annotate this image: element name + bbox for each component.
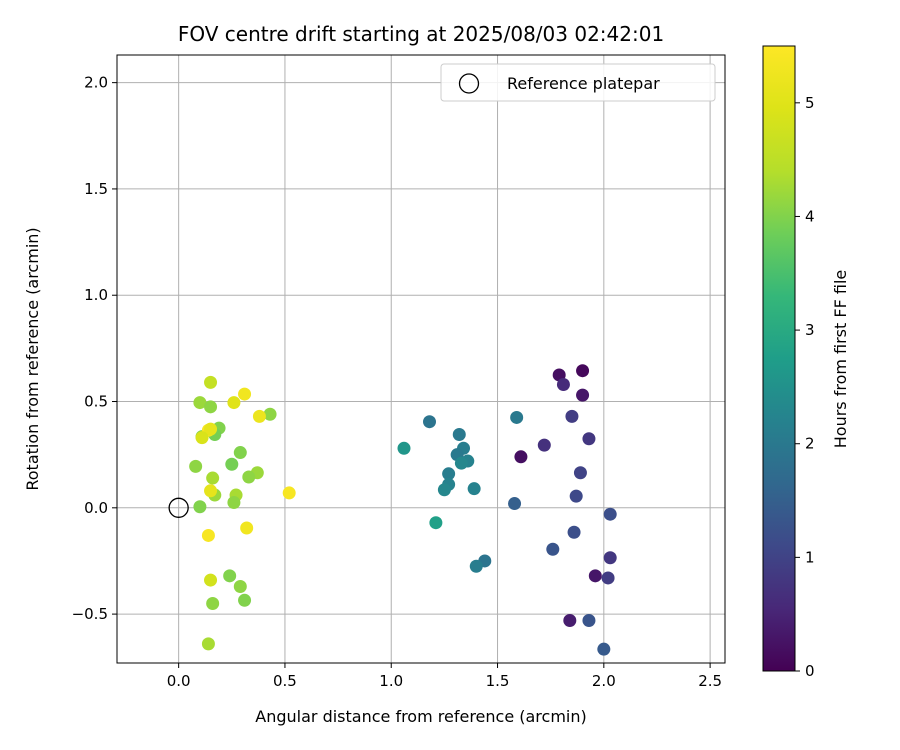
data-point: [582, 613, 596, 627]
data-point: [546, 542, 560, 556]
plot-frame: [116, 54, 726, 664]
data-point: [508, 497, 522, 511]
x-tick-label: 2.5: [698, 672, 722, 690]
data-point: [204, 573, 218, 587]
data-point: [573, 466, 587, 480]
data-point: [597, 642, 611, 656]
reference-platepar-marker: [168, 497, 189, 518]
data-point: [565, 409, 579, 423]
data-point: [204, 375, 218, 389]
legend-marker-icon: [458, 73, 480, 94]
data-point: [282, 486, 296, 500]
data-point: [569, 489, 583, 503]
colorbar-title: Hours from first FF file: [831, 270, 850, 449]
data-point: [201, 637, 215, 651]
y-axis-title: Rotation from reference (arcmin): [23, 227, 42, 490]
data-point: [567, 525, 581, 539]
scatter-points: [189, 364, 617, 656]
legend: Reference platepar: [440, 63, 716, 102]
data-point: [537, 438, 551, 452]
data-point: [206, 596, 220, 610]
data-point: [233, 446, 247, 460]
data-point: [201, 528, 215, 542]
colorbar-gradient: [762, 45, 796, 672]
data-point: [442, 467, 456, 481]
data-point: [227, 495, 241, 509]
colorbar-tick-label: 2: [805, 435, 815, 453]
x-tick-label: 1.0: [379, 672, 403, 690]
data-point: [588, 569, 602, 583]
x-axis-ticks: 0.0 0.5 1.0 1.5 2.0 2.5: [167, 663, 722, 690]
y-tick-label: −0.5: [72, 605, 108, 623]
data-point: [240, 521, 254, 535]
legend-box: [440, 63, 716, 102]
colorbar-tick-label: 0: [805, 662, 815, 680]
chart-title: FOV centre drift starting at 2025/08/03 …: [178, 22, 664, 46]
data-point: [223, 569, 237, 583]
data-point: [514, 450, 528, 464]
x-axis-title: Angular distance from reference (arcmin): [255, 707, 586, 726]
data-point: [429, 516, 443, 530]
data-point: [510, 410, 524, 424]
data-point: [204, 484, 218, 498]
data-point: [467, 482, 481, 496]
data-point: [423, 415, 437, 429]
data-point: [397, 441, 411, 455]
data-point: [576, 364, 590, 378]
x-tick-label: 0.0: [167, 672, 191, 690]
colorbar-tick-label: 3: [805, 321, 815, 339]
data-point: [238, 593, 252, 607]
y-tick-label: 0.5: [84, 393, 108, 411]
plot-background: [117, 55, 725, 663]
data-point: [452, 427, 466, 441]
data-point: [252, 409, 266, 423]
y-tick-label: 2.0: [84, 74, 108, 92]
y-tick-label: 0.0: [84, 499, 108, 517]
legend-entry-label: Reference platepar: [507, 74, 660, 93]
data-point: [437, 483, 451, 497]
data-point: [204, 400, 218, 414]
colorbar-tick-label: 1: [805, 548, 815, 566]
data-point: [193, 500, 207, 514]
colorbar-ticks: 0 1 2 3 4 5: [795, 94, 815, 680]
plot-area: 0.0 0.5 1.0 1.5 2.0 2.5 −0.5 0.0 0.5 1.0 1.5 2.0: [72, 54, 726, 690]
data-point: [225, 457, 239, 471]
x-tick-label: 1.5: [486, 672, 510, 690]
colorbar-tick-label: 4: [805, 207, 815, 225]
data-point: [603, 507, 617, 521]
data-point: [193, 396, 207, 410]
data-point: [582, 432, 596, 446]
colorbar-tick-label: 5: [805, 94, 815, 112]
grid: [117, 55, 725, 663]
reference-marker-layer: [168, 497, 189, 518]
data-point: [469, 559, 483, 573]
data-point: [233, 579, 247, 593]
data-point: [242, 470, 256, 484]
data-point: [601, 571, 615, 585]
data-point: [189, 459, 203, 473]
data-point: [454, 456, 468, 470]
y-tick-label: 1.0: [84, 286, 108, 304]
y-tick-label: 1.5: [84, 180, 108, 198]
colorbar: 0 1 2 3 4 5 Hours from first FF file: [762, 45, 850, 680]
data-point: [195, 431, 209, 445]
data-point: [206, 471, 220, 485]
x-tick-label: 2.0: [592, 672, 616, 690]
x-tick-label: 0.5: [273, 672, 297, 690]
data-point: [576, 388, 590, 402]
data-point: [263, 407, 277, 421]
y-axis-ticks: −0.5 0.0 0.5 1.0 1.5 2.0: [72, 74, 117, 623]
data-point: [204, 422, 218, 436]
data-point: [238, 387, 252, 401]
data-point: [603, 551, 617, 565]
data-point: [563, 613, 577, 627]
data-point: [227, 396, 241, 410]
data-point: [556, 378, 570, 392]
